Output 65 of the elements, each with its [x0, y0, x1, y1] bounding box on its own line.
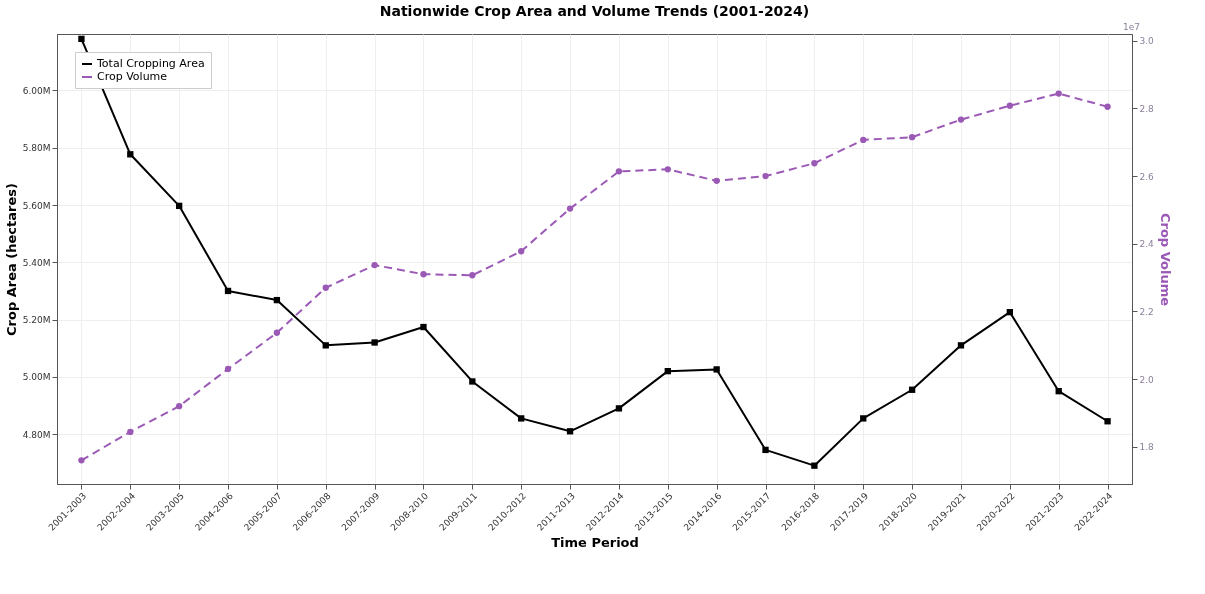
point: [273, 296, 281, 304]
point: [908, 386, 916, 393]
y-tick-label: 5.20M: [22, 315, 51, 326]
point: [908, 134, 916, 141]
point: [957, 342, 965, 349]
point: [811, 462, 818, 469]
y2-tick-label: 1.8: [1139, 442, 1155, 453]
point: [1104, 418, 1111, 425]
point: [762, 446, 769, 454]
y-tick-label: 6.00M: [22, 85, 51, 96]
point: [615, 405, 623, 412]
y-tick-label: 5.80M: [22, 143, 51, 154]
text: 1e7: [1123, 22, 1140, 32]
point: [127, 428, 134, 436]
point: [713, 177, 720, 184]
point: [469, 272, 476, 279]
point: [664, 367, 671, 375]
point: [860, 136, 867, 144]
point: [127, 151, 134, 158]
point: [518, 415, 525, 422]
point: [1055, 90, 1062, 97]
point: [518, 248, 525, 255]
point: [1006, 308, 1013, 316]
y-tick-label: 4.80M: [22, 429, 51, 440]
point: [762, 172, 769, 180]
legend-label: Crop Volume: [97, 70, 168, 83]
point: [176, 202, 183, 210]
point: [420, 323, 427, 331]
point: [566, 205, 574, 212]
y2-axis-title: Crop Volume: [1157, 212, 1173, 307]
point: [371, 339, 378, 346]
y-tick-label: 5.40M: [22, 257, 51, 268]
point: [664, 166, 671, 173]
y2-tick-label: 2.4: [1139, 239, 1155, 250]
point: [371, 261, 378, 269]
point: [1055, 388, 1062, 395]
y2-tick-label: 2.6: [1139, 171, 1155, 182]
y-tick-label: 5.00M: [22, 372, 51, 383]
chart-title: Nationwide Crop Area and Volume Trends (2001-2024): [379, 3, 810, 19]
point: [78, 457, 85, 464]
point: [322, 284, 329, 291]
y-tick-label: 5.60M: [22, 200, 51, 211]
y2-tick-label: 3.0: [1139, 36, 1155, 47]
point: [273, 329, 281, 336]
point: [713, 366, 720, 373]
point: [957, 116, 965, 123]
y2-tick-label: 2.2: [1139, 306, 1154, 317]
y-axis-title: Crop Area (hectares): [3, 183, 19, 336]
point: [1104, 103, 1111, 110]
point: [1006, 102, 1013, 109]
point: [420, 271, 427, 278]
legend-label: Total Cropping Area: [96, 57, 205, 70]
point: [811, 160, 818, 167]
point: [224, 365, 232, 373]
y2-tick-label: 2.8: [1139, 103, 1155, 114]
point: [78, 35, 85, 43]
point: [322, 342, 329, 349]
point: [224, 287, 232, 295]
point: [469, 378, 476, 385]
point: [860, 415, 867, 422]
y2-tick-label: 2.0: [1139, 374, 1155, 385]
point: [566, 428, 574, 435]
point: [615, 168, 623, 175]
point: [176, 403, 183, 410]
x-axis-title: Time Period: [551, 534, 639, 550]
